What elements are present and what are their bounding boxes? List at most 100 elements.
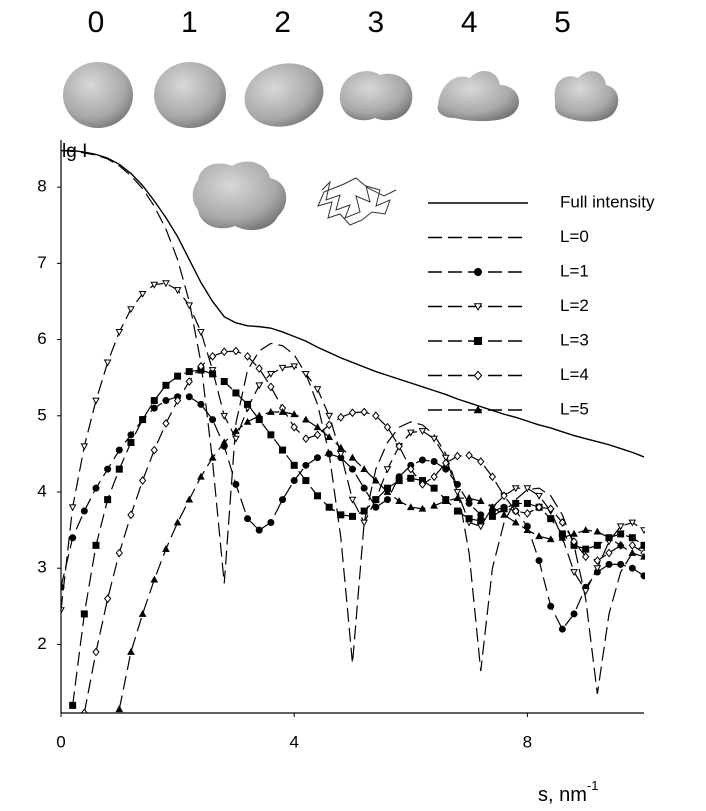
marker bbox=[372, 411, 380, 421]
marker bbox=[162, 397, 170, 405]
marker bbox=[92, 541, 100, 549]
marker bbox=[313, 423, 322, 431]
marker bbox=[232, 426, 240, 434]
marker bbox=[150, 281, 159, 289]
marker bbox=[243, 417, 252, 425]
marker bbox=[290, 363, 299, 371]
marker bbox=[336, 443, 345, 451]
marker bbox=[255, 526, 263, 534]
shape-label: 5 bbox=[554, 6, 571, 39]
marker bbox=[173, 287, 182, 295]
marker bbox=[104, 465, 112, 473]
marker bbox=[103, 594, 112, 604]
marker bbox=[348, 453, 357, 461]
marker bbox=[92, 484, 100, 492]
marker bbox=[465, 451, 473, 460]
marker bbox=[302, 415, 310, 423]
marker bbox=[302, 370, 310, 378]
marker bbox=[523, 526, 532, 533]
marker bbox=[139, 416, 147, 424]
marker bbox=[80, 610, 88, 618]
marker bbox=[209, 370, 217, 378]
marker bbox=[617, 560, 625, 568]
marker bbox=[547, 602, 555, 610]
marker bbox=[488, 503, 497, 511]
marker bbox=[581, 526, 590, 533]
marker bbox=[511, 518, 520, 526]
marker bbox=[103, 359, 112, 367]
marker bbox=[80, 708, 88, 713]
marker bbox=[138, 476, 147, 485]
marker bbox=[547, 515, 555, 523]
marker bbox=[267, 370, 275, 378]
marker bbox=[313, 430, 322, 440]
marker bbox=[220, 412, 229, 420]
marker bbox=[174, 372, 182, 380]
y-axis-label: lg I bbox=[62, 141, 87, 162]
marker bbox=[302, 434, 310, 444]
marker bbox=[360, 465, 369, 473]
marker bbox=[476, 523, 485, 531]
marker bbox=[535, 532, 543, 540]
shape-label: 2 bbox=[274, 6, 291, 39]
marker bbox=[185, 495, 194, 503]
marker bbox=[232, 435, 240, 443]
series-line bbox=[61, 282, 645, 611]
marker bbox=[290, 422, 298, 432]
marker bbox=[244, 400, 252, 408]
marker bbox=[150, 575, 159, 583]
x-tick-label: 0 bbox=[56, 732, 65, 751]
marker bbox=[605, 533, 613, 541]
marker bbox=[418, 479, 427, 489]
marker bbox=[477, 511, 485, 519]
marker bbox=[430, 458, 438, 466]
marker bbox=[162, 545, 170, 553]
marker bbox=[441, 454, 450, 462]
marker bbox=[523, 485, 532, 493]
marker bbox=[197, 329, 205, 336]
marker bbox=[418, 504, 427, 512]
marker bbox=[162, 381, 170, 389]
marker bbox=[313, 386, 322, 394]
marker bbox=[512, 499, 520, 507]
marker bbox=[127, 306, 135, 314]
marker bbox=[127, 510, 135, 520]
legend-marker bbox=[473, 303, 483, 312]
marker bbox=[488, 512, 496, 520]
marker bbox=[418, 456, 426, 464]
marker bbox=[395, 441, 403, 451]
marker bbox=[220, 377, 228, 385]
marker bbox=[325, 420, 333, 430]
marker bbox=[430, 472, 438, 482]
marker bbox=[197, 400, 205, 408]
marker bbox=[115, 548, 123, 558]
marker bbox=[476, 497, 485, 505]
series-line bbox=[61, 149, 645, 458]
marker bbox=[371, 476, 380, 484]
marker bbox=[360, 484, 368, 492]
legend-label: L=0 bbox=[560, 227, 589, 246]
marker bbox=[162, 280, 170, 288]
marker bbox=[115, 329, 124, 336]
marker bbox=[535, 557, 543, 565]
marker bbox=[337, 412, 345, 422]
y-tick-label: 7 bbox=[37, 253, 46, 272]
marker bbox=[209, 416, 217, 424]
y-tick-label: 3 bbox=[37, 558, 46, 577]
marker bbox=[185, 368, 193, 376]
marker bbox=[337, 511, 345, 519]
marker bbox=[465, 515, 473, 523]
y-tick-label: 2 bbox=[37, 634, 46, 653]
marker bbox=[197, 361, 205, 371]
legend-label: L=2 bbox=[560, 296, 589, 315]
marker bbox=[640, 572, 645, 580]
x-axis-label-sup: -1 bbox=[587, 778, 599, 793]
marker bbox=[267, 431, 275, 439]
marker bbox=[442, 458, 450, 468]
marker bbox=[570, 569, 578, 577]
marker bbox=[325, 450, 333, 458]
marker bbox=[605, 548, 613, 558]
marker bbox=[232, 480, 240, 488]
marker bbox=[616, 523, 625, 531]
marker bbox=[523, 499, 531, 507]
